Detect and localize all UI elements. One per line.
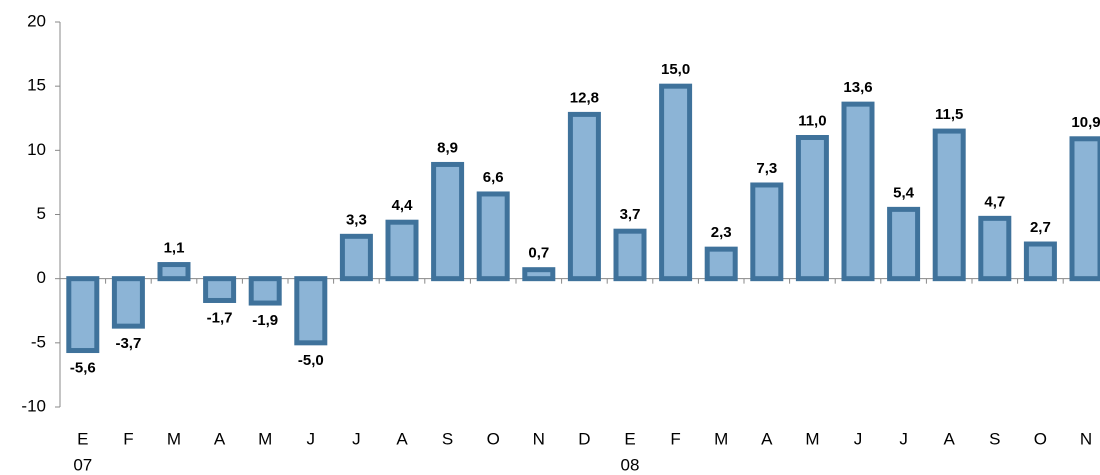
bar [887, 206, 921, 282]
x-tick-label: O [487, 429, 500, 448]
data-label: 13,6 [843, 79, 872, 96]
x-tick-label: J [854, 429, 863, 448]
data-label: 6,6 [483, 169, 504, 186]
data-label: 8,9 [437, 139, 458, 156]
y-tick-label: -5 [31, 332, 46, 351]
y-tick-label: 10 [27, 140, 46, 159]
x-tick-label: D [578, 429, 590, 448]
x-tick-label: S [442, 429, 453, 448]
x-tick-label: E [77, 429, 88, 448]
bar [339, 233, 373, 282]
bar [431, 161, 465, 282]
bar [248, 276, 282, 306]
data-label: -1,9 [252, 312, 278, 329]
data-label: 11,5 [935, 106, 963, 123]
data-label: 5,4 [893, 184, 915, 201]
year-label: 07 [73, 455, 92, 474]
data-label: 0,7 [528, 245, 549, 262]
data-label: 2,7 [1030, 219, 1051, 236]
data-label: 12,8 [570, 89, 599, 106]
x-tick-label: M [714, 429, 728, 448]
y-tick-label: 5 [37, 204, 46, 223]
data-label: -1,7 [207, 309, 233, 326]
x-tick-label: S [989, 429, 1000, 448]
data-label: 1,1 [164, 240, 185, 257]
x-tick-label: J [352, 429, 361, 448]
bar [659, 83, 693, 282]
bar [111, 276, 145, 329]
x-tick-label: A [944, 429, 956, 448]
data-label: 15,0 [661, 61, 690, 78]
bar [795, 135, 829, 282]
x-tick-label: M [167, 429, 181, 448]
bar [932, 128, 966, 282]
bar [66, 276, 100, 354]
data-label: 3,3 [346, 211, 367, 228]
bar [203, 276, 237, 303]
data-label: 7,3 [756, 160, 777, 177]
x-tick-label: J [899, 429, 908, 448]
bar [978, 215, 1012, 282]
x-tick-label: N [533, 429, 545, 448]
bar [157, 262, 191, 282]
bar [704, 246, 738, 282]
bar [567, 111, 601, 282]
data-label: -5,6 [70, 360, 96, 377]
x-tick-label: A [761, 429, 773, 448]
x-tick-label: N [1080, 429, 1092, 448]
bar [476, 191, 510, 282]
y-tick-label: 20 [27, 11, 46, 30]
bar [522, 267, 556, 282]
bar [385, 219, 419, 282]
x-tick-label: M [258, 429, 272, 448]
bar [294, 276, 328, 346]
x-tick-label: A [214, 429, 226, 448]
year-label: 08 [621, 455, 640, 474]
y-tick-label: 0 [37, 268, 46, 287]
x-tick-label: J [307, 429, 316, 448]
x-tick-label: F [123, 429, 133, 448]
x-tick-label: F [670, 429, 680, 448]
x-tick-label: E [624, 429, 635, 448]
bar [841, 101, 875, 282]
data-label: -3,7 [115, 335, 141, 352]
bar [1069, 136, 1100, 282]
data-label: 4,4 [392, 197, 414, 214]
data-label: 3,7 [620, 206, 641, 223]
x-tick-label: A [396, 429, 408, 448]
data-label: 10,9 [1071, 114, 1100, 131]
x-tick-label: M [805, 429, 819, 448]
bar [750, 182, 784, 282]
y-tick-label: 15 [27, 76, 46, 95]
data-label: 2,3 [711, 224, 732, 241]
data-label: 4,7 [984, 193, 1005, 210]
y-tick-label: -10 [21, 396, 46, 415]
data-label: 11,0 [798, 112, 826, 129]
x-tick-label: O [1034, 429, 1047, 448]
bar [613, 228, 647, 282]
bar [1023, 241, 1057, 282]
data-label: -5,0 [298, 352, 324, 369]
